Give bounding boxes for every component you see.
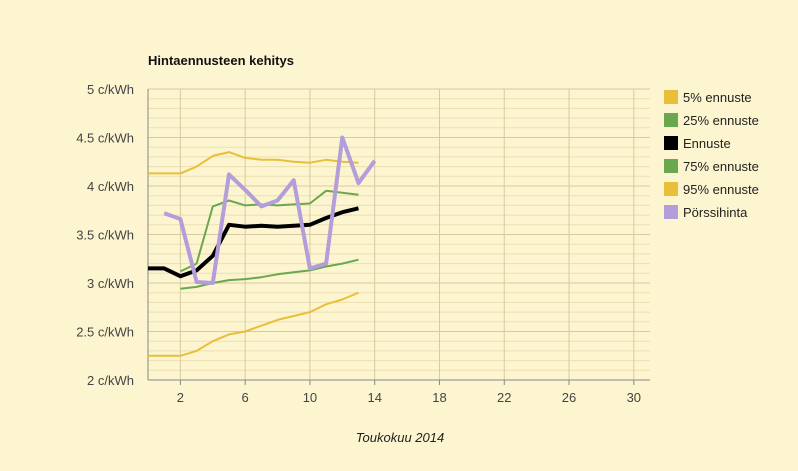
legend: 5% ennuste 25% ennuste Ennuste 75% ennuste 9… (664, 90, 759, 220)
series-line-ennuste (148, 206, 359, 279)
legend-swatch (664, 182, 678, 196)
x-tick-label: 2 (177, 390, 184, 405)
x-axis-label: Toukokuu 2014 (356, 430, 444, 445)
x-tick-label: 18 (432, 390, 446, 405)
y-tick-label: 2 c/kWh (87, 373, 134, 388)
series-line-5-ennuste (148, 291, 359, 357)
y-tick-label: 4 c/kWh (87, 179, 134, 194)
legend-label: 75% ennuste (683, 159, 759, 174)
x-tick-label: 22 (497, 390, 511, 405)
axes (147, 89, 650, 381)
y-tick-label: 5 c/kWh (87, 82, 134, 97)
y-tick-label: 3.5 c/kWh (76, 228, 134, 243)
x-tick-label: 14 (367, 390, 381, 405)
legend-swatch (664, 113, 678, 127)
series-line-p-rssihinta (163, 135, 377, 285)
legend-swatch (664, 205, 678, 219)
legend-swatch (664, 90, 678, 104)
legend-label: Pörssihinta (683, 205, 748, 220)
x-tick-label: 10 (303, 390, 317, 405)
x-tick-label: 30 (627, 390, 641, 405)
x-tick-labels: 2 6 10 14 18 22 26 30 (177, 380, 641, 405)
legend-swatch (664, 136, 678, 150)
x-tick-label: 6 (242, 390, 249, 405)
legend-label: 25% ennuste (683, 113, 759, 128)
gridlines (148, 88, 650, 381)
y-tick-label: 3 c/kWh (87, 276, 134, 291)
legend-label: Ennuste (683, 136, 731, 151)
legend-label: 95% ennuste (683, 182, 759, 197)
series-lines (148, 135, 377, 357)
legend-label: 5% ennuste (683, 90, 752, 105)
y-tick-labels: 2 c/kWh 2.5 c/kWh 3 c/kWh 3.5 c/kWh 4 c/kWh 4… (76, 82, 134, 388)
x-tick-label: 26 (562, 390, 576, 405)
series-line-95-ennuste (148, 151, 359, 175)
y-tick-label: 4.5 c/kWh (76, 131, 134, 146)
chart-title: Hintaennusteen kehitys (148, 53, 294, 68)
y-tick-label: 2.5 c/kWh (76, 325, 134, 340)
legend-swatch (664, 159, 678, 173)
